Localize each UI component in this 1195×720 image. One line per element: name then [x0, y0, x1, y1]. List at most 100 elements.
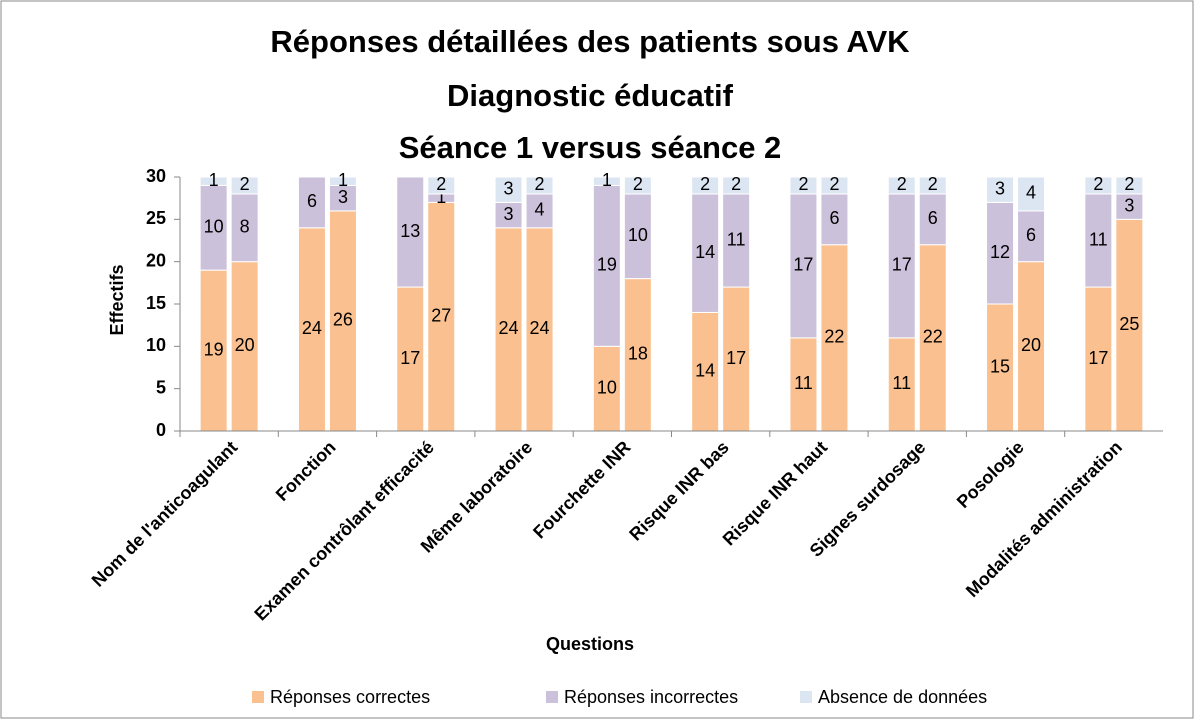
data-label: 22 — [824, 327, 844, 347]
bar-segment — [297, 227, 326, 432]
data-label: 1 — [436, 187, 446, 207]
data-label: 6 — [928, 208, 938, 228]
legend-label: Réponses correctes — [270, 687, 430, 707]
bar-segment — [199, 184, 228, 271]
bar-segment — [820, 193, 849, 246]
data-label: 27 — [431, 305, 451, 325]
bar-segment — [887, 193, 916, 339]
bar-segment — [722, 286, 751, 432]
bar-segment — [722, 193, 751, 288]
data-label: 17 — [892, 255, 912, 275]
data-label: 6 — [829, 208, 839, 228]
data-label: 11 — [794, 373, 813, 393]
x-axis-title: Questions — [546, 634, 634, 654]
legend-label: Absence de données — [818, 687, 987, 707]
bar-segment — [328, 184, 357, 212]
data-label: 24 — [530, 318, 550, 338]
chart-title: Diagnostic éducatif — [447, 78, 734, 113]
bar-segment — [494, 227, 523, 432]
bar-segment — [986, 176, 1015, 203]
data-label: 22 — [923, 327, 943, 347]
bar-segment — [396, 176, 425, 288]
data-label: 2 — [700, 174, 710, 194]
y-tick-label: 10 — [146, 335, 166, 355]
data-label: 3 — [338, 187, 348, 207]
data-label: 11 — [892, 373, 911, 393]
data-label: 1 — [602, 170, 612, 190]
bar-segment — [1017, 261, 1046, 432]
bar-segment — [623, 193, 652, 280]
data-label: 10 — [628, 225, 648, 245]
data-label: 18 — [628, 344, 648, 364]
data-label: 13 — [400, 221, 420, 241]
data-label: 6 — [1026, 225, 1036, 245]
chart-title: Réponses détaillées des patients sous AV… — [270, 24, 910, 59]
data-label: 3 — [1124, 195, 1134, 215]
bar-segment — [328, 210, 357, 432]
data-label: 2 — [240, 174, 250, 194]
data-label: 3 — [504, 178, 514, 198]
data-label: 25 — [1119, 314, 1139, 334]
data-label: 8 — [240, 217, 250, 237]
bar-segment — [525, 176, 554, 195]
data-label: 2 — [798, 174, 808, 194]
bar-segment — [691, 176, 720, 195]
bar-segment — [691, 193, 720, 313]
bar-segment — [230, 261, 259, 432]
y-tick-label: 25 — [146, 208, 166, 228]
data-label: 17 — [400, 348, 420, 368]
y-tick-label: 0 — [156, 420, 166, 440]
bar-segment — [1115, 176, 1144, 195]
data-label: 3 — [995, 178, 1005, 198]
bar-segment — [722, 176, 751, 195]
bar-segment — [1115, 218, 1144, 432]
y-tick-label: 30 — [146, 166, 166, 186]
data-label: 17 — [1088, 348, 1108, 368]
data-label: 2 — [1093, 174, 1103, 194]
bar-segment — [918, 244, 947, 432]
bar-segment — [1084, 193, 1113, 288]
bar-segment — [623, 278, 652, 432]
bar-segment — [427, 176, 456, 195]
bar-segment — [199, 176, 228, 186]
data-label: 2 — [897, 174, 907, 194]
data-label: 6 — [307, 191, 317, 211]
data-label: 19 — [597, 255, 617, 275]
data-label: 2 — [1124, 174, 1134, 194]
data-label: 2 — [535, 174, 545, 194]
data-label: 1 — [338, 170, 348, 190]
y-tick-label: 5 — [156, 377, 166, 397]
bar-segment — [592, 176, 621, 186]
bar-segment — [789, 176, 818, 195]
data-label: 4 — [1026, 183, 1036, 203]
data-label: 11 — [727, 229, 746, 249]
y-axis-title: Effectifs — [107, 264, 127, 335]
bar-segment — [1084, 176, 1113, 195]
data-label: 24 — [499, 318, 519, 338]
data-label: 2 — [436, 174, 446, 194]
chart-title: Séance 1 versus séance 2 — [399, 130, 782, 165]
data-label: 2 — [633, 174, 643, 194]
bar-segment — [328, 176, 357, 186]
bar-segment — [592, 345, 621, 432]
y-tick-label: 20 — [146, 250, 166, 270]
legend-swatch — [252, 691, 264, 703]
data-label: 14 — [695, 242, 715, 262]
bar-segment — [230, 193, 259, 263]
data-label: 20 — [235, 335, 255, 355]
data-label: 12 — [990, 242, 1010, 262]
legend-label: Réponses incorrectes — [564, 687, 738, 707]
bar-segment — [820, 176, 849, 195]
bar-segment — [623, 176, 652, 195]
data-label: 20 — [1021, 335, 1041, 355]
data-label: 1 — [209, 170, 219, 190]
bar-segment — [986, 201, 1015, 305]
bar-segment — [1017, 176, 1046, 212]
bar-segment — [199, 269, 228, 432]
data-label: 2 — [731, 174, 741, 194]
bar-segment — [494, 201, 523, 229]
data-label: 10 — [204, 217, 224, 237]
bar-segment — [297, 176, 326, 229]
data-label: 24 — [302, 318, 322, 338]
